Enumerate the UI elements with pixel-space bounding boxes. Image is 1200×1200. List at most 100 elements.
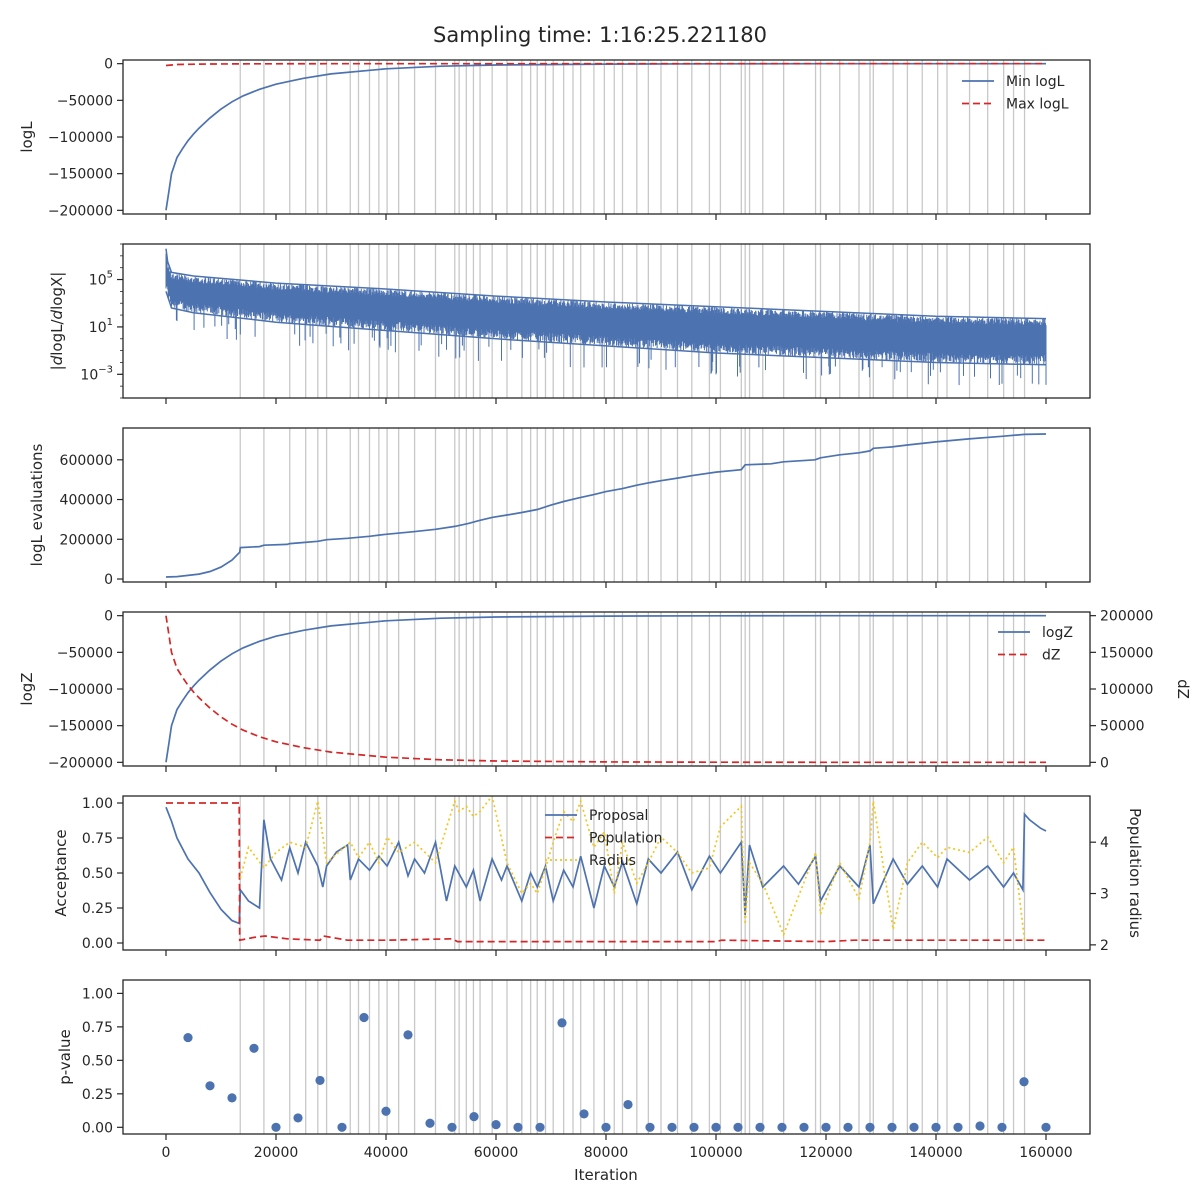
y-tick-exponent: −3 <box>98 364 113 375</box>
pvalue-point <box>535 1122 545 1132</box>
vlines <box>239 60 1026 214</box>
pvalue-point <box>931 1122 941 1132</box>
y-tick-label: 0.50 <box>82 1053 113 1069</box>
y-tick-label: −100000 <box>48 130 113 146</box>
y-tick-label: 105 <box>89 270 113 289</box>
legend-label: Max logL <box>1006 97 1069 113</box>
pvalue-point <box>601 1122 611 1132</box>
legend-label: Min logL <box>1006 74 1065 90</box>
panel-pvalue: 0 20000 40000 60000 80000 100000 120000 140000 1… <box>56 979 1091 1161</box>
pvalue-point <box>337 1122 347 1132</box>
y-axis-label: |dlogL/dlogX| <box>48 272 66 371</box>
legend-label: Population <box>589 831 663 847</box>
y-tick-label: 101 <box>89 317 113 336</box>
dlogL-upper-series <box>165 248 1047 320</box>
y-tick-label: 1.00 <box>82 986 113 1002</box>
y-tick-label: −150000 <box>48 167 113 183</box>
pvalue-point <box>975 1121 985 1131</box>
legend-label: logZ <box>1042 625 1073 641</box>
pvalue-point <box>469 1111 479 1122</box>
y-tick-label: 400000 <box>60 493 113 509</box>
y-right-tick-label: 2 <box>1100 938 1109 954</box>
legend: logZ dZ <box>998 625 1073 664</box>
series-min-logl <box>165 62 1046 211</box>
pvalue-point <box>359 1012 369 1023</box>
y-tick-label: 0.25 <box>82 901 113 917</box>
y-axis-label-right: dZ <box>1174 679 1192 699</box>
pvalue-point <box>755 1122 765 1132</box>
series-population <box>166 802 1046 943</box>
pvalue-point <box>381 1106 391 1116</box>
legend: Min logL Max logL <box>962 74 1069 113</box>
y-right-tick-label: 100000 <box>1100 682 1153 698</box>
legend-label: Radius <box>589 853 636 869</box>
data-layer <box>183 1012 1051 1132</box>
pvalue-point <box>425 1118 435 1128</box>
y-right-tick-label: 50000 <box>1100 719 1145 735</box>
y-tick-label: 0.75 <box>82 1020 113 1036</box>
pvalue-point <box>491 1120 501 1130</box>
x-tick-label: 120000 <box>799 1145 852 1161</box>
dlogL-noise-series <box>165 253 1047 386</box>
y-tick-label: −150000 <box>48 719 113 735</box>
x-tick-label: 0 <box>162 1145 171 1161</box>
pvalue-point <box>711 1122 721 1132</box>
series-radius <box>239 796 1026 940</box>
y-tick-base: 10 <box>80 367 98 383</box>
pvalue-point <box>909 1122 919 1132</box>
y-tick-label: 0 <box>104 609 113 625</box>
pvalue-point <box>447 1122 457 1132</box>
pvalue-point <box>271 1122 281 1132</box>
legend-label: Proposal <box>589 808 648 824</box>
pvalue-point <box>315 1075 325 1086</box>
y-axis-label: logZ <box>18 672 36 705</box>
y-tick-label: 600000 <box>60 453 113 469</box>
panel-logL: 0 −50000 −100000 −150000 −200000 logL Min logL… <box>18 57 1091 220</box>
x-tick-label: 60000 <box>474 1145 519 1161</box>
y-tick-label: −200000 <box>48 755 113 771</box>
pvalue-point <box>667 1122 677 1132</box>
vlines <box>239 980 1026 1134</box>
data-layer <box>165 248 1047 386</box>
data-layer <box>165 796 1047 943</box>
y-right-tick-label: 3 <box>1100 887 1109 903</box>
y-tick-label: 200000 <box>60 532 113 548</box>
y-axis-label: p-value <box>56 1029 74 1085</box>
y-tick-label: 0.00 <box>82 1120 113 1136</box>
y-axis-label-part: / <box>48 318 66 324</box>
pvalue-point <box>843 1122 853 1132</box>
y-right-tick-label: 150000 <box>1100 645 1153 661</box>
pvalue-point <box>227 1093 237 1103</box>
pvalue-point <box>887 1122 897 1132</box>
y-tick-label: 0 <box>104 57 113 73</box>
x-tick-label: 80000 <box>584 1145 629 1161</box>
pvalue-point <box>579 1109 589 1119</box>
pvalue-point <box>733 1122 743 1132</box>
x-tick-label: 100000 <box>689 1145 742 1161</box>
y-axis-label-part: d <box>48 309 66 319</box>
pvalue-point <box>799 1122 809 1132</box>
pvalue-point <box>205 1081 215 1091</box>
data-layer <box>165 614 1046 764</box>
y-axis-label: Acceptance <box>52 829 70 916</box>
pvalue-point <box>689 1122 699 1132</box>
panel-logZ: 0 −50000 −100000 −150000 −200000 200000 150000… <box>18 609 1192 772</box>
y-tick-base: 10 <box>89 273 107 289</box>
vlines <box>239 612 1026 766</box>
vlines <box>239 428 1026 582</box>
pvalue-point <box>997 1122 1007 1132</box>
panel-acceptance: 0.00 0.25 0.50 0.75 1.00 2 3 4 Acceptance Populat… <box>52 795 1144 956</box>
x-tick-label: 160000 <box>1019 1145 1072 1161</box>
y-axis-label: logL <box>18 121 36 153</box>
y-right-tick-label: 4 <box>1100 835 1109 851</box>
y-axis-label-part: | <box>48 272 66 277</box>
series-max-logl <box>165 62 1046 67</box>
y-tick-label: 0 <box>104 572 113 588</box>
pvalue-point <box>513 1122 523 1132</box>
y-axis-label-part: | <box>48 365 66 370</box>
y-axis-label-part: logX <box>48 277 66 310</box>
x-tick-label: 40000 <box>364 1145 409 1161</box>
pvalue-point <box>777 1122 787 1132</box>
